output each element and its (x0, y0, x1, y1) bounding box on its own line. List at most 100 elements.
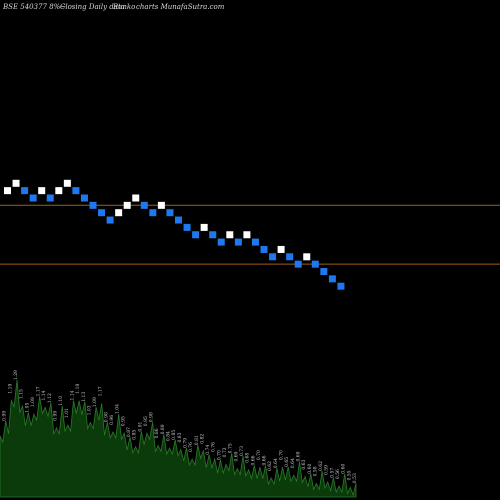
renko-brick-up (243, 231, 251, 239)
renko-brick-down (269, 253, 277, 261)
renko-brick-down (286, 253, 294, 261)
renko-bricks (4, 179, 345, 290)
volume-label: 0.95 (120, 416, 126, 426)
renko-brick-down (72, 187, 80, 195)
renko-brick-up (132, 194, 140, 202)
volume-label: 0.91 (137, 421, 143, 431)
volume-label: 1.17 (36, 386, 42, 396)
volume-label: 1.09 (30, 397, 36, 407)
volume-label: 0.99 (2, 411, 8, 421)
volume-label: 0.76 (188, 442, 194, 452)
volume-label: 1.13 (81, 392, 87, 402)
renko-brick-down (320, 268, 328, 275)
volume-label: 0.60 (341, 464, 347, 474)
renko-brick-up (200, 223, 208, 231)
volume-label: 0.76 (211, 442, 217, 452)
volume-label: 0.84 (166, 431, 172, 441)
renko-brick-up (115, 209, 123, 217)
renko-brick-down (98, 209, 106, 217)
volume-label: 1.14 (41, 390, 47, 400)
renko-brick-up (226, 231, 234, 239)
renko-brick-down (89, 201, 97, 209)
renko-brick-down (234, 238, 242, 246)
renko-brick-down (294, 260, 302, 268)
renko-brick-up (277, 245, 285, 253)
volume-label: 1.19 (7, 384, 13, 394)
volume-label: 0.86 (154, 428, 160, 438)
renko-brick-down (149, 209, 157, 217)
chart-site: charts MunafaSutra.com (136, 3, 225, 11)
volume-label: 0.69 (296, 451, 302, 461)
volume-label: 0.81 (194, 435, 200, 445)
renko-brick-down (140, 201, 148, 209)
chart-subtitle: Closing Daily data (60, 3, 125, 11)
renko-brick-down (21, 187, 29, 195)
volume-area-fill (0, 380, 357, 498)
renko-brick-down (80, 194, 88, 202)
renko-brick-down (209, 231, 217, 239)
renko-brick-down (251, 238, 259, 246)
renko-brick-down (29, 194, 37, 202)
renko-brick-down (311, 260, 319, 268)
volume-label: 0.64 (273, 458, 279, 468)
volume-label: 0.96 (109, 415, 115, 425)
volume-label: 0.79 (183, 438, 189, 448)
renko-brick-down (328, 275, 336, 283)
renko-brick-down (337, 282, 345, 290)
renko-brick-up (4, 187, 11, 195)
volume-label: 0.66 (250, 455, 256, 465)
volume-label: 0.85 (171, 430, 177, 440)
volume-label: 1.03 (86, 405, 92, 415)
volume-label: 0.95 (143, 416, 149, 426)
volume-label: 1.15 (19, 389, 25, 399)
renko-brick-down (217, 238, 225, 246)
volume-label: 0.69 (233, 451, 239, 461)
volume-label: 1.01 (64, 408, 70, 418)
volume-label: 1.05 (24, 403, 30, 413)
volume-label: 0.70 (279, 450, 285, 460)
volume-label: 0.73 (239, 446, 245, 456)
volume-label: 1.29 (13, 370, 19, 380)
volume-label: 0.72 (222, 447, 228, 457)
renko-brick-down (192, 231, 200, 239)
volume-label: 1.17 (98, 386, 104, 396)
volume-label: 0.62 (267, 461, 273, 471)
volume-label: 0.70 (216, 450, 222, 460)
renko-brick-down (183, 223, 191, 231)
volume-label: 0.70 (256, 450, 262, 460)
chart-symbol: BSE 540377 8%~ (2, 3, 66, 11)
volume-label: 0.53 (352, 473, 358, 483)
renko-brick-up (123, 201, 131, 209)
volume-label: 0.98 (149, 412, 155, 422)
volume-label: 0.66 (262, 455, 268, 465)
chart-type-label: Renko (112, 3, 135, 11)
volume-label: 0.60 (307, 464, 313, 474)
volume-label: 1.14 (70, 390, 76, 400)
volume-label: 0.58 (312, 466, 318, 476)
volume-label: 0.89 (160, 424, 166, 434)
volume-label: 0.63 (301, 459, 307, 469)
volume-label: 0.98 (103, 412, 109, 422)
volume-area: 0.930.991.191.291.151.051.091.17 1.14 1.12… (0, 370, 358, 498)
volume-label: 1.19 (75, 384, 81, 394)
volume-label: 0.93 (0, 419, 2, 429)
volume-label: 0.59 (324, 465, 330, 475)
renko-brick-up (63, 179, 71, 187)
renko-brick-up (157, 201, 165, 209)
renko-brick-up (12, 179, 20, 187)
volume-label: 0.74 (205, 445, 211, 455)
volume-label: 0.65 (284, 457, 290, 467)
volume-label: 0.57 (329, 468, 335, 478)
volume-label: 0.83 (177, 432, 183, 442)
renko-brick-down (106, 216, 114, 224)
renko-brick-down (175, 216, 182, 224)
renko-brick-down (260, 245, 268, 253)
renko-brick-up (303, 253, 311, 261)
volume-label: 0.82 (199, 434, 205, 444)
volume-label: 1.12 (47, 393, 53, 403)
volume-label: 1.10 (58, 396, 64, 406)
volume-label: 0.55 (346, 470, 352, 480)
volume-label: 1.09 (92, 397, 98, 407)
renko-brick-up (38, 187, 46, 195)
